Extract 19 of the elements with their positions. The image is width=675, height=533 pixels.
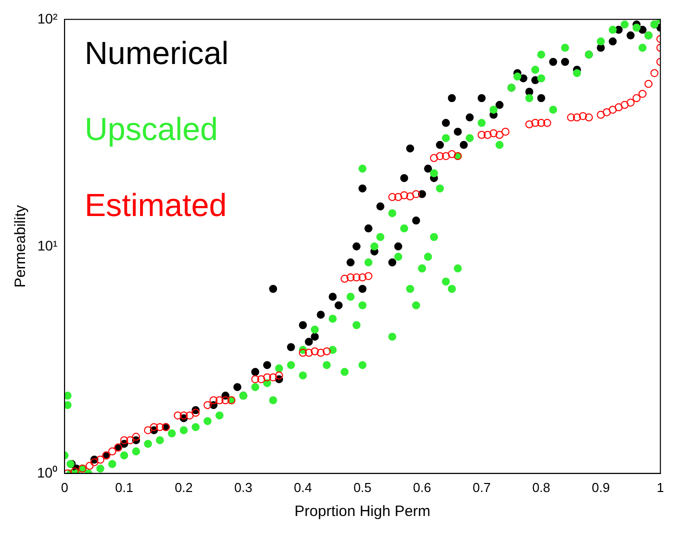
x-tick-label: 0.4	[294, 480, 312, 495]
x-tick-label: 0.3	[234, 480, 252, 495]
x-tick-label: 0.2	[174, 480, 193, 495]
x-tick-label: 0.8	[532, 480, 550, 495]
x-tick-label: 0.6	[413, 480, 432, 495]
x-axis-title: Proprtion High Perm	[294, 503, 430, 520]
y-tick-label: 10⁰	[36, 464, 58, 480]
x-tick-label: 0.7	[472, 480, 491, 495]
text: Numerical	[84, 35, 229, 72]
y-tick-label: 10¹	[37, 237, 58, 254]
text: Estimated	[84, 187, 227, 224]
y-axis-title: Permeability	[12, 204, 30, 288]
x-tick-label: 0.9	[592, 480, 610, 495]
x-tick-label: 0	[60, 480, 68, 495]
text: Upscaled	[84, 111, 218, 148]
x-tick-label: 0.1	[115, 480, 134, 495]
x-tick-label: 1	[656, 480, 664, 495]
x-tick-label: 0.5	[353, 480, 372, 495]
y-tick-label: 10²	[37, 10, 58, 26]
